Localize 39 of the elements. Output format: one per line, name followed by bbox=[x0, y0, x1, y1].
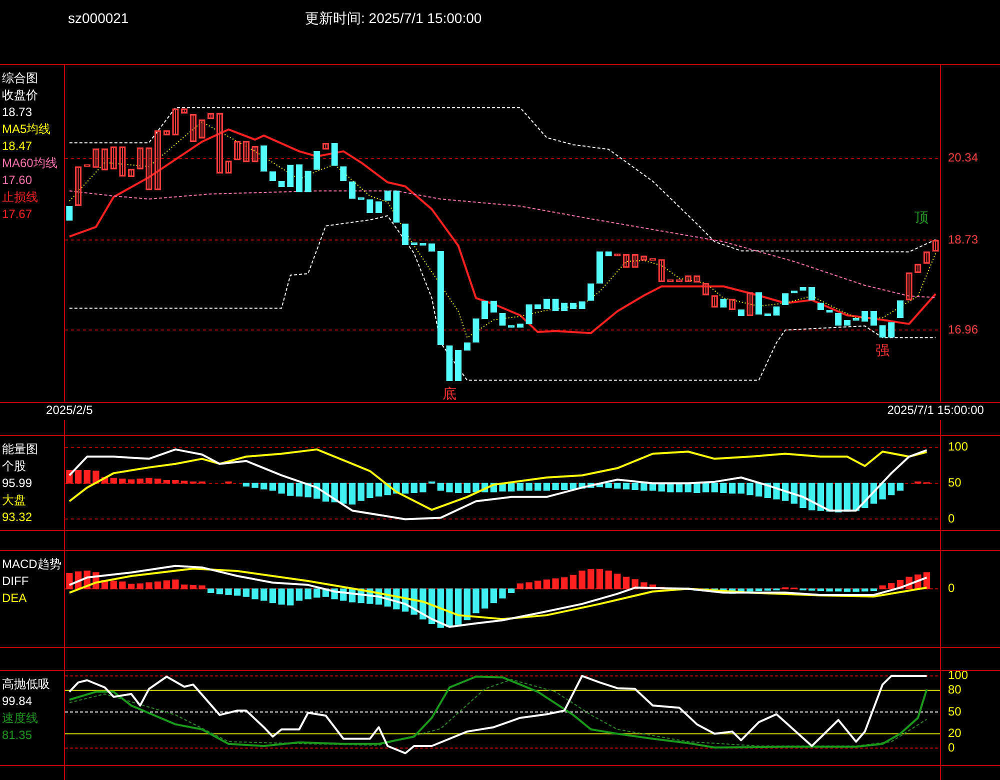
annotation: 强 bbox=[876, 342, 890, 358]
y-tick-label: 20.34 bbox=[948, 150, 978, 165]
text: 大盘 bbox=[2, 492, 27, 509]
y-tick-label: 0 bbox=[948, 740, 955, 754]
text: 18.73 bbox=[2, 104, 34, 121]
text: 个股 bbox=[2, 458, 27, 475]
y-tick-label: 50 bbox=[948, 476, 962, 490]
annotation: 顶 bbox=[914, 209, 929, 226]
y-axis-title: 综合图 bbox=[2, 70, 39, 87]
y-tick-label: 18.73 bbox=[948, 232, 978, 246]
text: 95.99 bbox=[2, 475, 34, 492]
y-axis-title: 能量图 bbox=[2, 441, 39, 458]
text: 18.47 bbox=[2, 138, 34, 155]
y-axis-title: MACD趋势 bbox=[2, 556, 62, 573]
chart-subtitle: 更新时间: 2025/7/1 15:00:00 bbox=[305, 10, 482, 28]
y-tick-label: 80 bbox=[948, 682, 962, 697]
y-tick-label: 100 bbox=[948, 440, 968, 454]
annotation: 底 bbox=[442, 386, 456, 402]
y-tick-label: 50 bbox=[948, 704, 962, 718]
text: DIFF bbox=[2, 573, 30, 590]
x-tick-label: 2025/2/5 bbox=[46, 403, 94, 418]
text: 99.84 bbox=[2, 693, 34, 710]
text: 17.60 bbox=[2, 172, 34, 189]
text: 81.35 bbox=[2, 727, 34, 744]
y-tick-label: 16.96 bbox=[948, 322, 978, 336]
chart-title: sz000021 bbox=[68, 10, 129, 26]
text: 93.32 bbox=[2, 509, 34, 526]
y-tick-label: 20 bbox=[948, 726, 962, 740]
x-tick-label: 2025/7/1 15:00:00 bbox=[887, 403, 984, 418]
text: 止损线 bbox=[2, 189, 39, 206]
series-label: 高抛低吸 bbox=[2, 676, 51, 693]
text: 收盘价 bbox=[2, 87, 39, 104]
y-tick-label: 100 bbox=[948, 668, 968, 682]
text: DEA bbox=[2, 590, 28, 607]
y-tick-label: 0 bbox=[948, 512, 955, 526]
text: 速度线 bbox=[2, 710, 39, 727]
text: MA5均线 bbox=[2, 121, 52, 138]
text: 17.67 bbox=[2, 206, 34, 223]
text: MA60均线 bbox=[2, 155, 58, 172]
